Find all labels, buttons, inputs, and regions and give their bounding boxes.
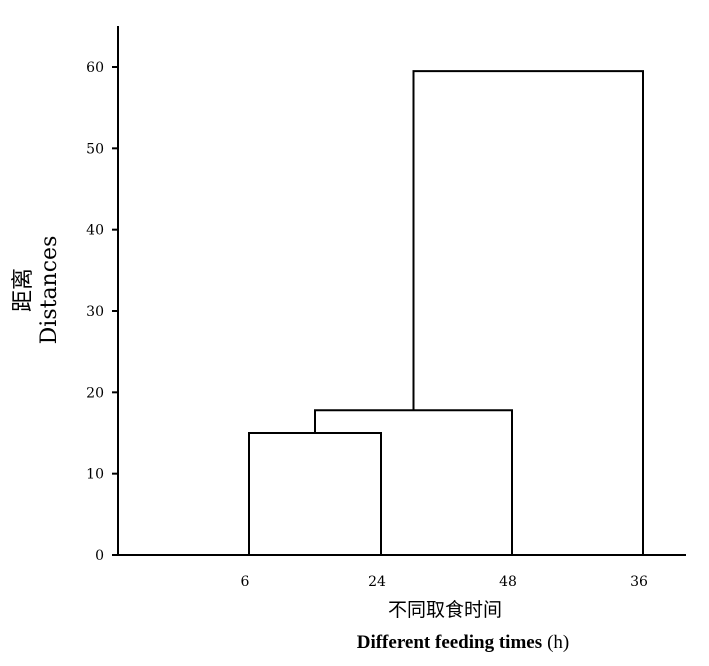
x-axis-label-en: Different feeding times [357, 632, 542, 653]
y-tick-label: 20 [86, 385, 104, 401]
x-tick-labels: 6 24 48 36 [241, 574, 648, 590]
x-tick-label: 36 [630, 574, 648, 590]
dendrogram-link [412, 70, 644, 555]
axes [117, 26, 686, 556]
x-tick-label: 24 [368, 574, 386, 590]
y-axis-title: 距离 Distances [11, 236, 62, 345]
x-axis-label-cn: 不同取食时间 [388, 599, 502, 621]
y-tick-label: 10 [86, 467, 104, 483]
y-axis-label-en: Distances [37, 236, 62, 345]
x-tick-label: 48 [499, 574, 517, 590]
dendrogram-links [248, 70, 644, 555]
y-tick-label: 30 [86, 304, 104, 320]
y-tick-label: 0 [95, 548, 104, 564]
x-tick-label: 6 [241, 574, 250, 590]
dendrogram-link [248, 432, 382, 555]
x-axis-label-unit: (h) [547, 632, 569, 653]
y-tick-label: 40 [86, 223, 104, 239]
y-tick-label: 50 [86, 141, 104, 157]
y-tick-label: 60 [86, 60, 104, 76]
x-axis-label-en-group: Different feeding times (h) [357, 632, 570, 653]
y-axis-label-cn: 距离 [11, 268, 36, 312]
dendrogram-link [314, 409, 513, 555]
y-ticks: 0 10 20 30 40 50 60 [86, 60, 118, 564]
